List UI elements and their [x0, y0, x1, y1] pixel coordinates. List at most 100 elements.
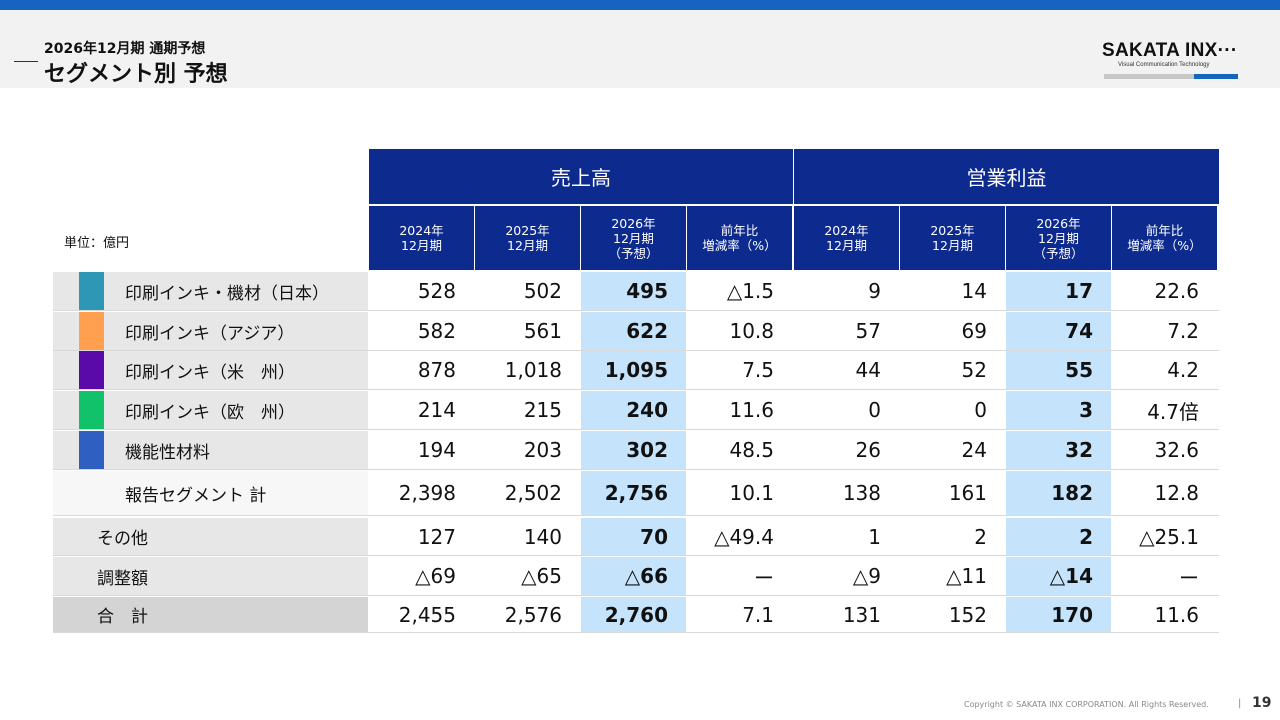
table-cell: 10.8: [729, 319, 774, 343]
table-cell: 0: [974, 398, 987, 422]
table-cell: 11.6: [1154, 602, 1199, 627]
table-cell: 74: [1065, 319, 1093, 343]
logo-name: SAKATA INX: [1102, 40, 1218, 61]
table-cell: 7.5: [742, 358, 774, 382]
footer-separator: |: [1238, 698, 1242, 709]
table-cell: 152: [948, 602, 987, 627]
table-cell: 52: [961, 358, 987, 382]
forecast-highlight: [581, 391, 686, 429]
page-title: セグメント別 予想: [44, 62, 228, 87]
table-cell: ー: [754, 565, 774, 590]
table-cell: 70: [640, 524, 668, 549]
table-cell: 2: [1079, 524, 1093, 549]
row-label: その他: [97, 529, 148, 549]
table-row-americas: 印刷インキ（米 州） 878 1,018 1,095 7.5 44 52 55 4.2: [53, 351, 1219, 390]
table-cell: △49.4: [714, 524, 774, 549]
table-cell: 4.7倍: [1147, 399, 1199, 424]
forecast-highlight: [581, 312, 686, 350]
row-label-background: [53, 272, 368, 310]
segment-color-swatch: [79, 391, 104, 429]
forecast-highlight: [1006, 312, 1111, 350]
table-cell: 2,760: [604, 602, 668, 627]
table-cell: 140: [523, 524, 562, 549]
row-label: 調整額: [97, 568, 148, 589]
segment-color-swatch: [79, 351, 104, 389]
table-cell: 7.1: [742, 602, 774, 627]
segment-color-swatch: [79, 431, 104, 469]
row-label: 報告セグメント 計: [125, 485, 267, 506]
group-header-operating-income: 営業利益: [794, 149, 1219, 204]
table-cell: 2,576: [504, 602, 562, 627]
forecast-highlight: [1006, 471, 1111, 515]
table-row-others: その他 127 140 70 △49.4 1 2 2 △25.1: [53, 518, 1219, 556]
column-header-4: 2024年 12月期: [794, 206, 899, 270]
company-logo: SAKATA INX··· Visual Communication Techn…: [1102, 40, 1242, 82]
page-header: 2026年12月期 通期予想 セグメント別 予想 SAKATA INX··· V…: [0, 10, 1280, 88]
table-cell: △25.1: [1139, 524, 1199, 549]
table-cell: 0: [868, 398, 881, 422]
table-cell: 3: [1079, 398, 1093, 422]
table-cell: 170: [1051, 602, 1093, 627]
column-header-7: 前年比 増減率（%）: [1112, 206, 1217, 270]
table-row-europe: 印刷インキ（欧 州） 214 215 240 11.6 0 0 3 4.7倍: [53, 391, 1219, 430]
row-label: 印刷インキ（アジア）: [125, 323, 295, 344]
row-label-background: [53, 351, 368, 389]
forecast-highlight: [581, 597, 686, 632]
table-cell: 502: [523, 279, 562, 303]
table-cell: 11.6: [729, 398, 774, 422]
table-cell: 4.2: [1167, 358, 1199, 382]
segment-color-swatch: [79, 272, 104, 310]
table-cell: 2,455: [398, 602, 456, 627]
table-cell: 1,095: [604, 358, 668, 382]
table-cell: 12.8: [1154, 481, 1199, 505]
forecast-highlight: [581, 518, 686, 555]
table-row-adjustments: 調整額 △69 △65 △66 ー △9 △11 △14 ー: [53, 557, 1219, 596]
forecast-highlight: [581, 557, 686, 595]
forecast-highlight: [1006, 272, 1111, 310]
row-label: 印刷インキ（米 州）: [125, 362, 295, 383]
row-label-background: [53, 557, 368, 595]
logo-dots-icon: ···: [1217, 40, 1238, 61]
table-cell: 582: [417, 319, 456, 343]
table-cell: ー: [1179, 565, 1199, 590]
forecast-highlight: [1006, 557, 1111, 595]
table-cell: 22.6: [1154, 279, 1199, 303]
column-header-0: 2024年 12月期: [369, 206, 474, 270]
table-cell: 17: [1065, 279, 1093, 303]
row-label-background: [53, 312, 368, 350]
forecast-highlight: [1006, 597, 1111, 632]
table-cell: △11: [946, 564, 987, 588]
table-cell: 26: [855, 438, 881, 462]
row-label: 印刷インキ（欧 州）: [125, 402, 295, 423]
row-label-background: [53, 391, 368, 429]
table-cell: 2,502: [504, 481, 562, 505]
table-cell: 2: [974, 524, 987, 549]
table-cell: 1,018: [504, 358, 562, 382]
top-accent-bar: [0, 0, 1280, 10]
row-label-background: [53, 471, 368, 515]
table-cell: 302: [626, 438, 668, 462]
row-label-background: [53, 431, 368, 469]
table-cell: 7.2: [1167, 319, 1199, 343]
table-cell: △65: [521, 564, 562, 588]
table-cell: 622: [626, 319, 668, 343]
row-label: 合 計: [97, 607, 148, 627]
table-cell: △69: [415, 564, 456, 588]
table-cell: 1: [868, 524, 881, 549]
table-cell: 55: [1065, 358, 1093, 382]
table-cell: 10.1: [729, 481, 774, 505]
table-cell: 2,756: [604, 481, 668, 505]
table-cell: 495: [626, 279, 668, 303]
forecast-highlight: [1006, 518, 1111, 555]
table-cell: △1.5: [726, 279, 774, 303]
column-header-6: 2026年 12月期 （予想）: [1006, 206, 1111, 270]
table-cell: △66: [624, 564, 668, 588]
forecast-highlight: [581, 471, 686, 515]
unit-label: 単位：億円: [64, 236, 130, 251]
column-header-5: 2025年 12月期: [900, 206, 1005, 270]
table-cell: 57: [855, 319, 881, 343]
logo-gray-bar: [1104, 74, 1194, 79]
page-number: 19: [1252, 695, 1272, 711]
copyright: Copyright © SAKATA INX CORPORATION. All …: [964, 700, 1209, 709]
table-cell: 131: [842, 602, 881, 627]
